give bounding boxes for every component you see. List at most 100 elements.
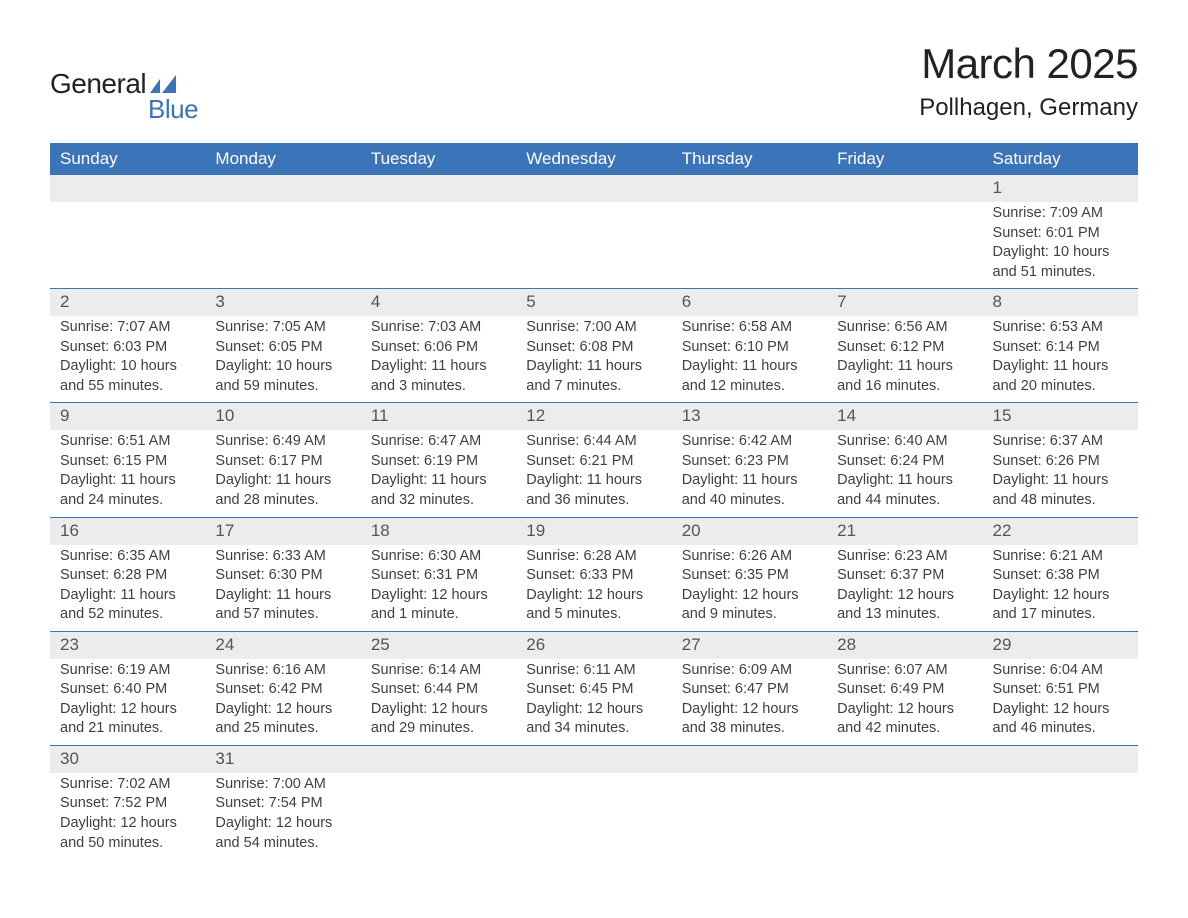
day-body: Sunrise: 6:16 AMSunset: 6:42 PMDaylight:… [205,659,360,745]
calendar-cell: 30Sunrise: 7:02 AMSunset: 7:52 PMDayligh… [50,745,205,859]
day-number: 8 [983,289,1138,316]
sunset-line: Sunset: 6:05 PM [215,338,350,358]
daylight-line: Daylight: 11 hours and 32 minutes. [371,471,506,510]
calendar-cell: 10Sunrise: 6:49 AMSunset: 6:17 PMDayligh… [205,403,360,517]
sunrise-line: Sunrise: 6:47 AM [371,432,506,452]
calendar-cell-empty [672,745,827,859]
calendar-cell: 23Sunrise: 6:19 AMSunset: 6:40 PMDayligh… [50,631,205,745]
sunrise-line: Sunrise: 6:14 AM [371,661,506,681]
calendar-cell: 28Sunrise: 6:07 AMSunset: 6:49 PMDayligh… [827,631,982,745]
day-number: 6 [672,289,827,316]
day-body: Sunrise: 7:00 AMSunset: 6:08 PMDaylight:… [516,316,671,402]
day-body [672,773,827,781]
sunset-line: Sunset: 6:49 PM [837,680,972,700]
day-number: 24 [205,632,360,659]
daylight-line: Daylight: 12 hours and 38 minutes. [682,700,817,739]
calendar-week-row: 23Sunrise: 6:19 AMSunset: 6:40 PMDayligh… [50,631,1138,745]
calendar-week-row: 2Sunrise: 7:07 AMSunset: 6:03 PMDaylight… [50,289,1138,403]
day-number: 26 [516,632,671,659]
sunrise-line: Sunrise: 6:09 AM [682,661,817,681]
calendar-cell: 25Sunrise: 6:14 AMSunset: 6:44 PMDayligh… [361,631,516,745]
daylight-line: Daylight: 10 hours and 55 minutes. [60,357,195,396]
day-number [50,175,205,202]
day-number: 21 [827,518,982,545]
calendar-cell: 26Sunrise: 6:11 AMSunset: 6:45 PMDayligh… [516,631,671,745]
daylight-line: Daylight: 12 hours and 17 minutes. [993,586,1128,625]
calendar-cell: 31Sunrise: 7:00 AMSunset: 7:54 PMDayligh… [205,745,360,859]
day-body [361,202,516,210]
sunrise-line: Sunrise: 6:58 AM [682,318,817,338]
day-body: Sunrise: 6:30 AMSunset: 6:31 PMDaylight:… [361,545,516,631]
day-body: Sunrise: 6:23 AMSunset: 6:37 PMDaylight:… [827,545,982,631]
daylight-line: Daylight: 11 hours and 7 minutes. [526,357,661,396]
sunset-line: Sunset: 6:31 PM [371,566,506,586]
calendar-cell: 20Sunrise: 6:26 AMSunset: 6:35 PMDayligh… [672,517,827,631]
sunset-line: Sunset: 6:24 PM [837,452,972,472]
day-number: 29 [983,632,1138,659]
sunrise-line: Sunrise: 6:33 AM [215,547,350,567]
day-body [205,202,360,210]
weekday-header: Thursday [672,143,827,175]
calendar-cell: 24Sunrise: 6:16 AMSunset: 6:42 PMDayligh… [205,631,360,745]
title-block: March 2025 Pollhagen, Germany [919,40,1138,122]
sunrise-line: Sunrise: 6:35 AM [60,547,195,567]
day-body: Sunrise: 7:05 AMSunset: 6:05 PMDaylight:… [205,316,360,402]
sunset-line: Sunset: 7:54 PM [215,794,350,814]
sunset-line: Sunset: 6:03 PM [60,338,195,358]
calendar-cell: 15Sunrise: 6:37 AMSunset: 6:26 PMDayligh… [983,403,1138,517]
day-number: 22 [983,518,1138,545]
day-body: Sunrise: 6:04 AMSunset: 6:51 PMDaylight:… [983,659,1138,745]
sunset-line: Sunset: 6:42 PM [215,680,350,700]
day-number: 20 [672,518,827,545]
daylight-line: Daylight: 11 hours and 28 minutes. [215,471,350,510]
day-number: 18 [361,518,516,545]
sunset-line: Sunset: 6:01 PM [993,224,1128,244]
calendar-cell: 27Sunrise: 6:09 AMSunset: 6:47 PMDayligh… [672,631,827,745]
sunset-line: Sunset: 6:35 PM [682,566,817,586]
day-number: 15 [983,403,1138,430]
day-number [361,175,516,202]
sunrise-line: Sunrise: 6:42 AM [682,432,817,452]
day-number: 13 [672,403,827,430]
day-body: Sunrise: 6:14 AMSunset: 6:44 PMDaylight:… [361,659,516,745]
day-body: Sunrise: 6:51 AMSunset: 6:15 PMDaylight:… [50,430,205,516]
day-number [827,746,982,773]
calendar-cell: 17Sunrise: 6:33 AMSunset: 6:30 PMDayligh… [205,517,360,631]
calendar-cell-empty [361,175,516,289]
day-body [983,773,1138,781]
daylight-line: Daylight: 12 hours and 13 minutes. [837,586,972,625]
daylight-line: Daylight: 12 hours and 1 minute. [371,586,506,625]
weekday-header: Saturday [983,143,1138,175]
calendar-cell-empty [672,175,827,289]
weekday-header: Tuesday [361,143,516,175]
calendar-cell: 12Sunrise: 6:44 AMSunset: 6:21 PMDayligh… [516,403,671,517]
sunrise-line: Sunrise: 6:04 AM [993,661,1128,681]
sunset-line: Sunset: 6:44 PM [371,680,506,700]
day-body: Sunrise: 7:03 AMSunset: 6:06 PMDaylight:… [361,316,516,402]
sunset-line: Sunset: 6:10 PM [682,338,817,358]
day-body [516,773,671,781]
day-body: Sunrise: 6:40 AMSunset: 6:24 PMDaylight:… [827,430,982,516]
day-number [983,746,1138,773]
day-body [361,773,516,781]
calendar-cell: 14Sunrise: 6:40 AMSunset: 6:24 PMDayligh… [827,403,982,517]
day-number: 10 [205,403,360,430]
day-number: 2 [50,289,205,316]
calendar-cell: 29Sunrise: 6:04 AMSunset: 6:51 PMDayligh… [983,631,1138,745]
day-number [361,746,516,773]
day-number: 30 [50,746,205,773]
sunrise-line: Sunrise: 6:19 AM [60,661,195,681]
calendar-cell-empty [50,175,205,289]
calendar-cell-empty [516,745,671,859]
daylight-line: Daylight: 11 hours and 12 minutes. [682,357,817,396]
daylight-line: Daylight: 10 hours and 51 minutes. [993,243,1128,282]
daylight-line: Daylight: 12 hours and 25 minutes. [215,700,350,739]
daylight-line: Daylight: 10 hours and 59 minutes. [215,357,350,396]
sunset-line: Sunset: 7:52 PM [60,794,195,814]
calendar-cell-empty [827,175,982,289]
day-body: Sunrise: 7:07 AMSunset: 6:03 PMDaylight:… [50,316,205,402]
day-body [516,202,671,210]
calendar-cell-empty [516,175,671,289]
day-body: Sunrise: 6:44 AMSunset: 6:21 PMDaylight:… [516,430,671,516]
weekday-header: Sunday [50,143,205,175]
